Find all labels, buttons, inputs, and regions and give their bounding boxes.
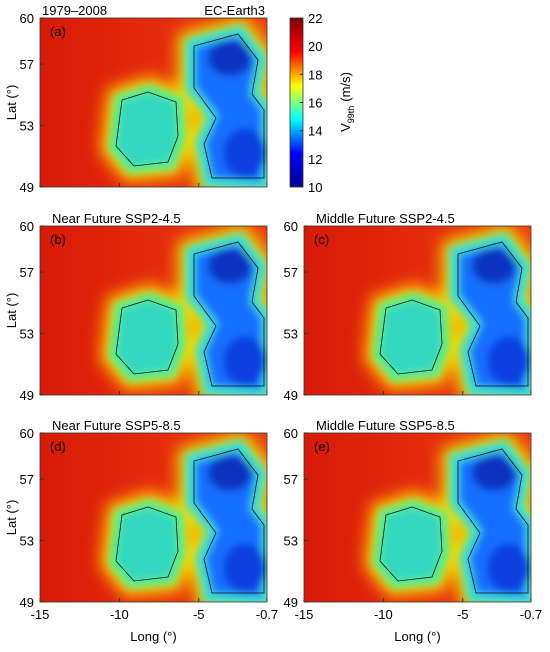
y-tick-label: 57 bbox=[284, 472, 298, 487]
y-tick-label: 53 bbox=[20, 119, 34, 134]
y-axis-label: Lat (°) bbox=[4, 85, 19, 121]
x-tick-label: -15 bbox=[295, 607, 314, 622]
panel-title: Near Future SSP2-4.5 bbox=[52, 211, 181, 226]
x-axis-label: Long (°) bbox=[394, 629, 440, 644]
colorbar-label-unit: (m/s) bbox=[338, 72, 353, 102]
y-tick-label: 60 bbox=[20, 11, 34, 26]
colorbar-label-main: V bbox=[338, 123, 353, 132]
map-field bbox=[40, 18, 267, 187]
x-tick-label: -15 bbox=[31, 607, 50, 622]
panel-title: Middle Future SSP5-8.5 bbox=[316, 418, 455, 433]
panel-title: 1979–2008 bbox=[42, 3, 107, 18]
panel-frame bbox=[39, 432, 268, 603]
colorbar-tick-label: 18 bbox=[308, 67, 322, 82]
panel-label: (c) bbox=[314, 232, 329, 247]
colorbar-label-sub: 99th bbox=[346, 106, 356, 124]
y-tick-label: 57 bbox=[20, 57, 34, 72]
y-tick-label: 53 bbox=[20, 534, 34, 549]
y-tick-label: 49 bbox=[20, 180, 34, 195]
colorbar-tick-label: 20 bbox=[308, 39, 322, 54]
y-tick-label: 60 bbox=[20, 219, 34, 234]
panel-frame bbox=[303, 432, 532, 603]
colorbar-tick-label: 14 bbox=[308, 124, 322, 139]
y-axis-label: Lat (°) bbox=[4, 293, 19, 329]
colorbar-tick-label: 12 bbox=[308, 152, 322, 167]
x-tick-label: -5 bbox=[457, 607, 469, 622]
panel-label: (a) bbox=[50, 24, 66, 39]
y-tick-label: 57 bbox=[20, 472, 34, 487]
map-field bbox=[304, 226, 531, 395]
y-tick-label: 49 bbox=[284, 388, 298, 403]
x-tick-label: -10 bbox=[374, 607, 393, 622]
y-tick-label: 60 bbox=[284, 219, 298, 234]
x-tick-label: -0.7 bbox=[256, 607, 278, 622]
panel-title: Near Future SSP5-8.5 bbox=[52, 418, 181, 433]
panel-label: (d) bbox=[50, 439, 66, 454]
x-tick-label: -10 bbox=[110, 607, 129, 622]
y-tick-label: 49 bbox=[20, 388, 34, 403]
panel-frame bbox=[303, 225, 532, 396]
x-tick-label: -0.7 bbox=[520, 607, 542, 622]
panel-frame bbox=[39, 17, 268, 188]
y-tick-label: 53 bbox=[284, 534, 298, 549]
panel-frame bbox=[39, 225, 268, 396]
y-tick-label: 60 bbox=[20, 426, 34, 441]
panel-title: Middle Future SSP2-4.5 bbox=[316, 211, 455, 226]
y-tick-label: 49 bbox=[284, 595, 298, 610]
map-field bbox=[40, 226, 267, 395]
y-tick-label: 57 bbox=[20, 265, 34, 280]
y-tick-label: 60 bbox=[284, 426, 298, 441]
y-axis-label: Lat (°) bbox=[4, 500, 19, 536]
panel-title-right: EC-Earth3 bbox=[204, 3, 265, 18]
panel-label: (b) bbox=[50, 232, 66, 247]
panel-label: (e) bbox=[314, 439, 330, 454]
x-tick-label: -5 bbox=[193, 607, 205, 622]
colorbar-label: V99th (m/s) bbox=[338, 72, 356, 132]
y-tick-label: 53 bbox=[284, 327, 298, 342]
x-axis-label: Long (°) bbox=[130, 629, 176, 644]
colorbar-tick-label: 10 bbox=[308, 180, 322, 195]
map-field bbox=[304, 433, 531, 602]
map-field bbox=[40, 433, 267, 602]
colorbar-tick-label: 16 bbox=[308, 96, 322, 111]
y-tick-label: 49 bbox=[20, 595, 34, 610]
colorbar-tick-label: 22 bbox=[308, 11, 322, 26]
y-tick-label: 57 bbox=[284, 265, 298, 280]
y-tick-label: 53 bbox=[20, 327, 34, 342]
